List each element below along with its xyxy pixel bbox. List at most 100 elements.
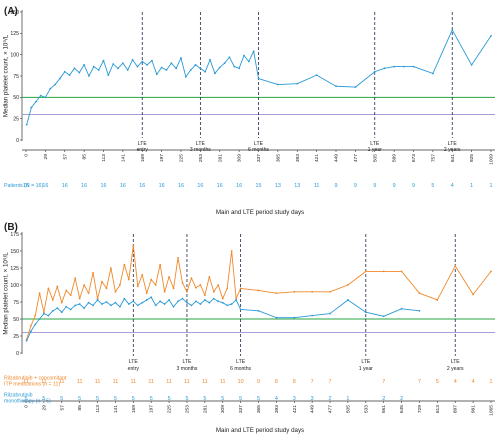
patient-count: 16 xyxy=(101,183,107,189)
data-point xyxy=(170,62,173,65)
data-point xyxy=(118,305,121,308)
data-point xyxy=(141,301,144,304)
data-point xyxy=(172,305,175,308)
data-point xyxy=(335,85,337,88)
patient-count: 16 xyxy=(139,183,145,189)
series-line xyxy=(26,245,492,340)
y-tick-label: 150 xyxy=(10,249,19,255)
data-point xyxy=(472,293,475,296)
patient-count: 3 xyxy=(293,396,296,402)
x-tick-label: 841 xyxy=(450,154,456,162)
y-tick-label: 100 xyxy=(10,52,19,58)
data-point xyxy=(123,263,126,266)
x-tick-label: 561 xyxy=(381,405,387,413)
x-tick-label: 365 xyxy=(275,154,281,162)
counts-row-label: ITP medications (n = 11) xyxy=(4,382,60,388)
data-point xyxy=(190,304,193,307)
data-point xyxy=(38,292,41,295)
data-point xyxy=(51,309,54,312)
data-point xyxy=(42,312,45,315)
x-tick-label: 57 xyxy=(62,154,68,160)
lte-marker-label: LTE xyxy=(138,141,148,147)
patient-count: 7 xyxy=(382,379,385,385)
data-point xyxy=(132,244,135,247)
data-point xyxy=(69,294,72,297)
data-point xyxy=(203,299,206,301)
patient-count: 11 xyxy=(95,379,101,385)
data-point xyxy=(217,284,220,286)
patient-count: 5 xyxy=(257,396,260,402)
data-point xyxy=(25,123,28,126)
data-point xyxy=(364,311,367,314)
data-point xyxy=(56,307,59,310)
x-axis-title: Main and LTE period study days xyxy=(216,209,304,216)
patient-count: 5 xyxy=(431,183,434,189)
data-point xyxy=(223,62,226,65)
patient-count: 16 xyxy=(217,183,223,189)
patient-count: 7 xyxy=(418,379,421,385)
y-tick-label: 125 xyxy=(10,266,19,272)
x-tick-label: 449 xyxy=(334,154,340,162)
y-tick-label: 75 xyxy=(13,74,19,80)
data-point xyxy=(400,270,403,273)
data-point xyxy=(204,70,207,73)
patient-count: 1 xyxy=(346,396,349,402)
data-point xyxy=(199,303,202,305)
data-point xyxy=(60,301,63,304)
data-point xyxy=(293,316,296,319)
data-point xyxy=(230,303,233,305)
x-tick-label: 505 xyxy=(372,154,378,162)
data-point xyxy=(226,287,229,290)
data-point xyxy=(208,275,211,278)
data-point xyxy=(83,284,86,286)
data-point xyxy=(38,318,41,320)
data-point xyxy=(364,270,367,273)
data-point xyxy=(101,303,103,305)
data-point xyxy=(56,285,59,288)
lte-marker-label: 3 months xyxy=(176,366,197,372)
data-point xyxy=(382,270,385,273)
data-point xyxy=(34,314,37,317)
patient-count: 16 xyxy=(23,183,29,189)
patient-count: 5 xyxy=(150,396,153,402)
data-point xyxy=(203,294,206,297)
patient-count: 2 xyxy=(382,396,385,402)
data-point xyxy=(25,339,28,342)
data-point xyxy=(30,106,33,109)
x-tick-label: 981 xyxy=(471,405,477,413)
x-tick-label: 85 xyxy=(82,154,88,160)
data-point xyxy=(451,29,454,31)
data-point xyxy=(88,75,90,77)
data-point xyxy=(42,311,45,314)
data-point xyxy=(30,324,32,327)
x-tick-label: 169 xyxy=(140,154,146,162)
data-point xyxy=(97,69,100,71)
y-axis-title: Median platelet count, × 10⁹/L xyxy=(3,34,10,117)
x-tick-label: 449 xyxy=(310,405,316,413)
data-point xyxy=(181,297,184,300)
data-point xyxy=(47,287,50,290)
panel-label: (A) xyxy=(4,6,18,17)
patient-count: 11 xyxy=(314,183,320,189)
data-point xyxy=(373,70,376,73)
data-point xyxy=(243,54,245,57)
data-point xyxy=(454,265,457,267)
patient-count: 7 xyxy=(311,379,314,385)
x-tick-label: 533 xyxy=(363,405,369,413)
x-tick-label: 197 xyxy=(159,154,165,162)
patient-count: 5 xyxy=(25,396,28,402)
data-point xyxy=(226,304,229,307)
lte-marker-label: LTE xyxy=(254,141,264,147)
data-point xyxy=(83,307,86,310)
x-tick-label: 253 xyxy=(198,154,204,162)
patient-count: 16 xyxy=(120,183,126,189)
data-point xyxy=(195,300,197,303)
data-point xyxy=(257,309,260,312)
patient-count: 11 xyxy=(41,379,47,385)
x-tick-label: 393 xyxy=(295,154,301,162)
patient-count: 16 xyxy=(159,183,165,189)
data-point xyxy=(59,77,61,80)
data-point xyxy=(239,287,242,290)
